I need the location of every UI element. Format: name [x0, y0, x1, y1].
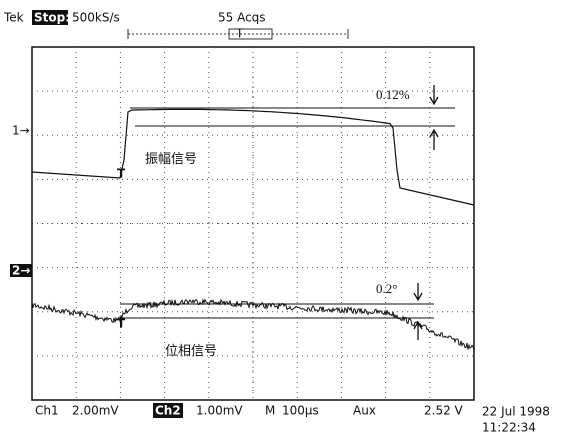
timebase-label: M	[265, 404, 275, 418]
ch1-scale: 2.00mV	[72, 404, 119, 418]
trigger-level: 2.52 V	[424, 404, 464, 418]
ch1-trigger: T	[117, 167, 126, 181]
time: 11:22:34	[482, 421, 536, 435]
timebase: 100µs	[282, 404, 319, 418]
ch2-marker: 2→	[12, 264, 30, 278]
ch1-label: Ch1	[35, 404, 59, 418]
oscilloscope-screen: Tek Stop: 500kS/s 55 Acqs T 1→ 2→ T T 0.…	[0, 0, 564, 436]
state: Stop:	[34, 11, 70, 25]
trigger-source: Aux	[353, 404, 376, 418]
phase-delta: 0.2°	[376, 281, 397, 296]
date: 22 Jul 1998	[482, 405, 550, 419]
delta-arrows	[430, 85, 438, 150]
ch1-marker: 1→	[12, 124, 30, 138]
brand: Tek	[3, 11, 24, 25]
ch2-trigger: T	[117, 317, 126, 331]
ch2-scale: 1.00mV	[196, 404, 243, 418]
ruler-trigger: T	[235, 27, 244, 41]
amplitude-delta: 0.12%	[376, 87, 410, 102]
acquisitions: 55 Acqs	[218, 11, 266, 25]
amplitude-label: 振幅信号	[145, 151, 197, 166]
sample-rate: 500kS/s	[72, 11, 120, 25]
ch2-label: Ch2	[155, 404, 181, 418]
phase-label: 位相信号	[165, 343, 217, 358]
